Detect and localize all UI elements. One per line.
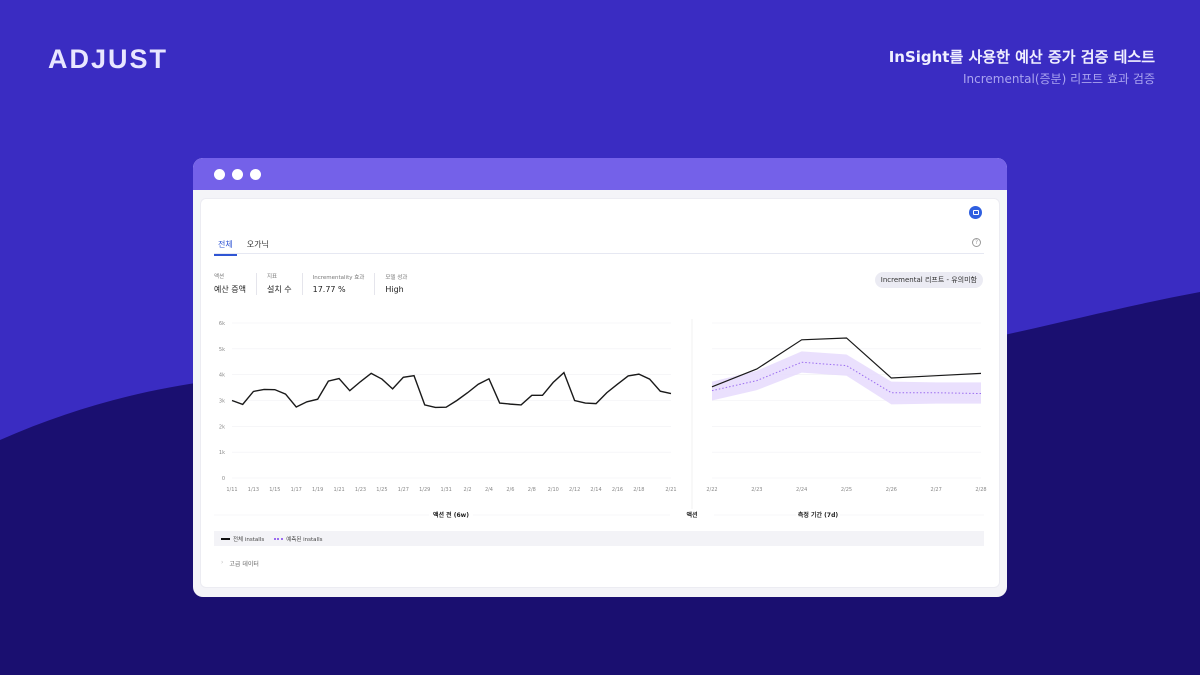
legend-predicted: 예측된 installs <box>274 535 322 543</box>
x-tick-label: 2/25 <box>841 487 852 493</box>
x-tick-label: 2/26 <box>886 487 897 493</box>
x-tick-label: 1/25 <box>376 487 387 493</box>
x-tick-label: 1/21 <box>333 487 344 493</box>
x-tick-label: 2/10 <box>548 487 559 493</box>
x-tick-label: 2/24 <box>796 487 807 493</box>
label-bg <box>796 509 840 519</box>
help-circle-icon[interactable]: ? <box>972 238 981 247</box>
metric-label: Incrementality 효과 <box>312 275 365 281</box>
x-tick-label: 2/14 <box>590 487 601 493</box>
metric-label: 지표 <box>266 274 278 280</box>
y-tick-label: 3k <box>219 399 225 405</box>
metric-label: 액션 <box>214 274 225 280</box>
x-tick-label: 1/17 <box>291 487 302 493</box>
y-tick-label: 6k <box>219 321 225 327</box>
page-subtitle: Incremental(증분) 리프트 효과 검증 <box>962 72 1155 86</box>
x-tick-label: 2/27 <box>931 487 942 493</box>
divider <box>255 272 257 295</box>
legend-actual: 전체 installs <box>221 535 264 543</box>
section-label-action: 액션 <box>686 511 697 519</box>
x-tick-label: 2/8 <box>528 487 536 493</box>
legend-label: 전체 installs <box>233 536 265 543</box>
tab-all[interactable]: 전체 <box>214 239 237 256</box>
x-tick-label: 1/19 <box>312 487 323 493</box>
tab-organic[interactable]: 오가닉 <box>246 240 269 249</box>
x-tick-label: 1/29 <box>419 487 430 493</box>
actual-installs-line <box>711 337 982 388</box>
y-tick-label: 1k <box>219 450 225 456</box>
x-tick-label: 2/22 <box>706 487 717 493</box>
window-dot <box>214 168 225 180</box>
x-tick-label: 1/23 <box>355 487 366 493</box>
lift-badge: Incremental 리프트 - 유의미함 <box>874 272 983 288</box>
x-tick-label: 2/2 <box>464 487 472 493</box>
x-tick-label: 1/13 <box>248 487 259 493</box>
advanced-label: 고급 데이터 <box>229 561 259 568</box>
divider <box>374 272 376 295</box>
browser-window: ? 전체 오가닉 액션 예산 증액 지표 설치 수 Incrementality 효… <box>193 158 1007 597</box>
label-bg <box>429 509 473 519</box>
predicted-installs-line <box>711 361 982 395</box>
prediction-band <box>712 351 981 405</box>
page-title: InSight를 사용한 예산 증가 검증 테스트 <box>888 48 1155 66</box>
window-dot <box>250 168 261 180</box>
window-dot <box>232 168 243 180</box>
chat-icon[interactable] <box>969 206 982 219</box>
y-tick-label: 2k <box>219 424 225 430</box>
x-tick-label: 2/28 <box>975 487 986 493</box>
y-tick-label: 5k <box>219 347 225 353</box>
chevron-right-icon: › <box>221 559 224 566</box>
x-tick-label: 2/21 <box>665 487 676 493</box>
legend-label: 예측된 installs <box>286 536 323 543</box>
solid-line-icon <box>221 537 230 540</box>
y-tick-label: 4k <box>219 373 225 379</box>
metric-incrementality: Incrementality 효과 17.77 % <box>313 273 365 294</box>
installs-chart: 0 1k 2k 3k 4k 5k 6k 1/11 1/13 1/15 1/17 1/19 1/21 1/2… <box>214 319 987 519</box>
x-tick-label: 2/12 <box>569 487 580 493</box>
x-tick-label: 2/18 <box>633 487 644 493</box>
metrics-row: 액션 예산 증액 지표 설치 수 Incrementality 효과 17.77 % … <box>214 272 407 295</box>
x-tick-label: 2/6 <box>506 487 514 493</box>
divider <box>301 272 303 295</box>
metric-model: 모델 성과 High <box>385 273 407 294</box>
section-label-after: 측정 기간 (7d) <box>798 511 838 519</box>
dotted-line-icon <box>274 537 284 540</box>
metric-value: 예산 증액 <box>214 285 246 294</box>
advanced-data-toggle[interactable]: › 고급 데이터 <box>221 559 259 568</box>
tabs-divider <box>214 253 984 254</box>
metric-value: High <box>385 285 404 294</box>
section-label-before: 액션 전 (6w) <box>433 511 469 519</box>
actual-installs-line <box>231 371 672 409</box>
x-tick-label: 2/4 <box>485 487 493 493</box>
label-bg <box>670 509 714 519</box>
x-tick-label: 1/31 <box>441 487 452 493</box>
x-tick-label: 2/16 <box>612 487 623 493</box>
y-tick-label: 0 <box>222 476 225 482</box>
metric-label: 모델 성과 <box>385 275 408 281</box>
tabs: 전체 오가닉 <box>214 239 269 256</box>
x-tick-label: 1/27 <box>398 487 409 493</box>
adjust-logo: ADJUST <box>48 44 169 74</box>
x-tick-label: 1/15 <box>269 487 280 493</box>
x-tick-label: 1/11 <box>226 487 237 493</box>
x-tick-label: 2/23 <box>751 487 762 493</box>
legend: 전체 installs 예측된 installs <box>214 531 984 546</box>
metric-value: 설치 수 <box>266 285 292 294</box>
metric-value: 17.77 % <box>312 285 346 294</box>
report-card: ? 전체 오가닉 액션 예산 증액 지표 설치 수 Incrementality 효… <box>200 198 1000 588</box>
title-bar <box>193 158 1007 190</box>
